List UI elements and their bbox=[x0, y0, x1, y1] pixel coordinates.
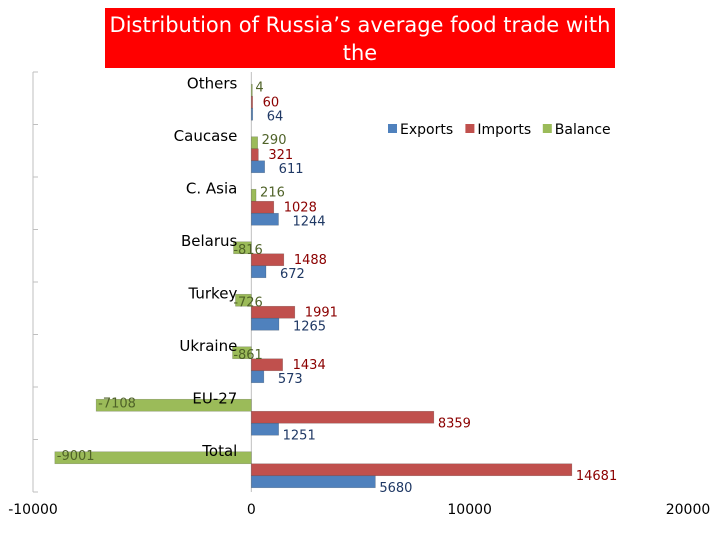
bar-exports-others bbox=[251, 107, 254, 121]
bar-balance-c-asia bbox=[251, 188, 257, 202]
category-label-belarus: Belarus bbox=[181, 232, 238, 250]
data-label-balance-eu-27: -7108 bbox=[98, 396, 136, 411]
bar-exports-caucase bbox=[251, 160, 265, 174]
category-label-eu-27: EU-27 bbox=[192, 389, 237, 407]
bar-balance-others bbox=[251, 83, 253, 97]
bar-balance-total bbox=[54, 451, 252, 465]
bar-exports-c-asia bbox=[251, 212, 279, 226]
bar-balance-belarus bbox=[233, 241, 252, 255]
data-label-exports-ukraine: 573 bbox=[278, 372, 303, 387]
data-label-exports-others: 64 bbox=[267, 109, 284, 124]
bar-balance-ukraine bbox=[232, 346, 252, 360]
bar-imports-others bbox=[251, 95, 253, 109]
x-tick-label-20000: 20000 bbox=[666, 502, 711, 518]
bar-imports-belarus bbox=[251, 253, 285, 267]
bar-imports-eu-27 bbox=[251, 410, 435, 424]
bar-balance-caucase bbox=[251, 136, 258, 150]
data-label-imports-total: 14681 bbox=[576, 469, 617, 484]
data-label-balance-c-asia: 216 bbox=[260, 185, 285, 200]
category-labels: Others Caucase C. Asia Belarus Turkey Ukraine… bbox=[174, 74, 238, 460]
category-label-c-asia: C. Asia bbox=[186, 179, 237, 197]
data-label-imports-eu-27: 8359 bbox=[438, 416, 471, 431]
bar-balance-eu-27 bbox=[95, 398, 252, 412]
data-label-balance-turkey: -726 bbox=[233, 295, 263, 310]
category-label-total: Total bbox=[201, 442, 237, 460]
x-tick-label-10000: 10000 bbox=[447, 502, 492, 518]
bar-exports-total bbox=[251, 475, 376, 489]
legend-swatch-imports bbox=[465, 124, 475, 133]
data-label-exports-c-asia: 1244 bbox=[292, 214, 325, 229]
data-label-exports-belarus: 672 bbox=[280, 267, 305, 282]
category-label-turkey: Turkey bbox=[188, 284, 238, 302]
data-label-imports-caucase: 321 bbox=[268, 148, 293, 163]
data-label-imports-c-asia: 1028 bbox=[284, 200, 317, 215]
x-tick-label-0: 0 bbox=[247, 502, 256, 518]
data-label-exports-turkey: 1265 bbox=[293, 319, 326, 334]
legend-swatch-exports bbox=[388, 124, 397, 133]
data-label-balance-others: 4 bbox=[255, 80, 263, 95]
data-label-imports-others: 60 bbox=[263, 95, 280, 110]
bar-balance-turkey bbox=[235, 293, 252, 307]
data-label-exports-total: 5680 bbox=[379, 481, 412, 496]
data-label-imports-belarus: 1488 bbox=[294, 253, 327, 268]
legend-label-imports: Imports bbox=[477, 122, 531, 138]
data-label-exports-caucase: 611 bbox=[279, 162, 304, 177]
data-label-imports-ukraine: 1434 bbox=[293, 358, 326, 373]
category-label-caucase: Caucase bbox=[174, 127, 238, 145]
legend: Exports Imports Balance bbox=[388, 122, 611, 138]
data-label-balance-ukraine: -861 bbox=[233, 348, 263, 363]
data-label-exports-eu-27: 1251 bbox=[283, 428, 316, 443]
bar-imports-caucase bbox=[251, 148, 259, 162]
bar-imports-total bbox=[251, 463, 573, 477]
tick-labels: -10000 0 10000 20000 bbox=[8, 502, 710, 518]
category-label-others: Others bbox=[187, 74, 238, 92]
data-label-balance-caucase: 290 bbox=[262, 133, 287, 148]
legend-label-balance: Balance bbox=[555, 122, 611, 138]
x-tick-label-10000: -10000 bbox=[8, 502, 58, 518]
bar-exports-ukraine bbox=[251, 370, 265, 384]
bar-exports-belarus bbox=[251, 265, 267, 279]
bar-imports-ukraine bbox=[251, 358, 283, 372]
chart-title: Distribution of Russia’s average food tr… bbox=[105, 8, 615, 68]
data-label-imports-turkey: 1991 bbox=[305, 305, 338, 320]
bar-exports-turkey bbox=[251, 317, 280, 331]
data-label-balance-total: -9001 bbox=[57, 449, 95, 464]
bar-imports-c-asia bbox=[251, 200, 275, 214]
category-label-ukraine: Ukraine bbox=[179, 337, 237, 355]
legend-label-exports: Exports bbox=[400, 122, 453, 138]
bars-layer bbox=[54, 83, 573, 489]
legend-swatch-balance bbox=[542, 124, 552, 133]
bar-exports-eu-27 bbox=[251, 422, 279, 436]
data-label-balance-belarus: -816 bbox=[233, 243, 263, 258]
